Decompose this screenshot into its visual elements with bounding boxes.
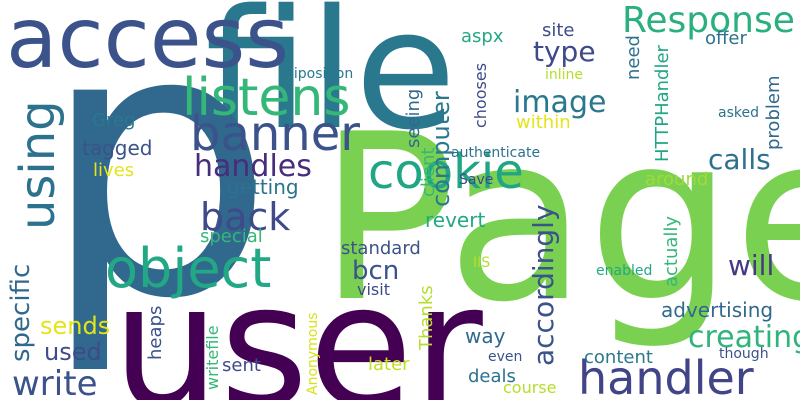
word-save: Save [459, 172, 494, 188]
word-file: file [205, 0, 457, 166]
word-greg: Greg [92, 110, 136, 131]
word-seeing: seeing [403, 88, 424, 148]
word-calls: calls [708, 143, 771, 176]
word-httphandler: HTTPHandler [652, 45, 673, 162]
word-sent: sent [222, 355, 261, 376]
word-handles: handles [194, 149, 312, 184]
word-bcn: bcn [352, 256, 400, 286]
word-advertising: advertising [661, 298, 774, 322]
word-iis: IIS [473, 255, 491, 271]
word-client: client [418, 147, 439, 197]
word-offer: offer [705, 28, 747, 49]
word-deals: deals [468, 366, 516, 387]
word-enabled: enabled [596, 263, 653, 279]
word-access: access [6, 0, 290, 87]
word-banner: banner [190, 106, 360, 162]
word-actually: actually [661, 215, 682, 287]
word-getting: getting [227, 175, 299, 199]
word-cookie: cookie [368, 144, 524, 200]
word-back: using [10, 100, 66, 230]
word-inline: inline [545, 67, 584, 83]
word-p: p [40, 0, 275, 380]
word-later: later [368, 354, 410, 375]
word-diposition: diposition [285, 66, 354, 82]
word-used: used [44, 338, 102, 366]
word-way: way [465, 324, 506, 348]
word-writefile: writefile [203, 325, 222, 390]
word-sends: sends [40, 312, 111, 340]
word-though: though [719, 346, 769, 362]
word-need: need [623, 35, 644, 80]
word-problem: problem [763, 75, 784, 150]
word-lives: lives [93, 160, 135, 181]
word-chooses: chooses [471, 62, 490, 128]
word-thanks: Thanks [416, 285, 437, 350]
word-user: user [112, 248, 483, 400]
word-special: special [200, 226, 263, 247]
word-object: object [105, 237, 272, 300]
word-course: course [503, 378, 557, 397]
word-creating: creating [688, 320, 800, 355]
word-specific: specific [6, 263, 36, 362]
word-content: content [584, 347, 653, 368]
word-write: write [12, 364, 98, 400]
word-response: Response [622, 0, 795, 41]
word-around: around [645, 169, 709, 190]
word-anonymous: Anonymous [305, 312, 321, 395]
word-handler: handler [578, 351, 754, 400]
word-site: site [542, 20, 575, 41]
word-visit: visit [357, 280, 390, 299]
word-page: Page [318, 86, 800, 353]
word-heaps: heaps [145, 305, 166, 360]
word-using: back [200, 195, 291, 239]
word-will: will [728, 249, 775, 282]
word-even: even [488, 349, 523, 365]
word-standard: standard [341, 238, 421, 259]
word-authenticate: authenticate [451, 145, 541, 161]
word-asked: asked [718, 105, 759, 121]
word-within: within [516, 112, 571, 133]
word-revert: revert [425, 208, 486, 232]
word-aspx: aspx [461, 26, 504, 47]
word-listens: listens [182, 68, 351, 128]
word-tagged: tagged [82, 136, 153, 160]
word-type: type [533, 35, 596, 68]
word-accordingly: accordingly [527, 204, 560, 366]
word-image: image [513, 85, 607, 120]
